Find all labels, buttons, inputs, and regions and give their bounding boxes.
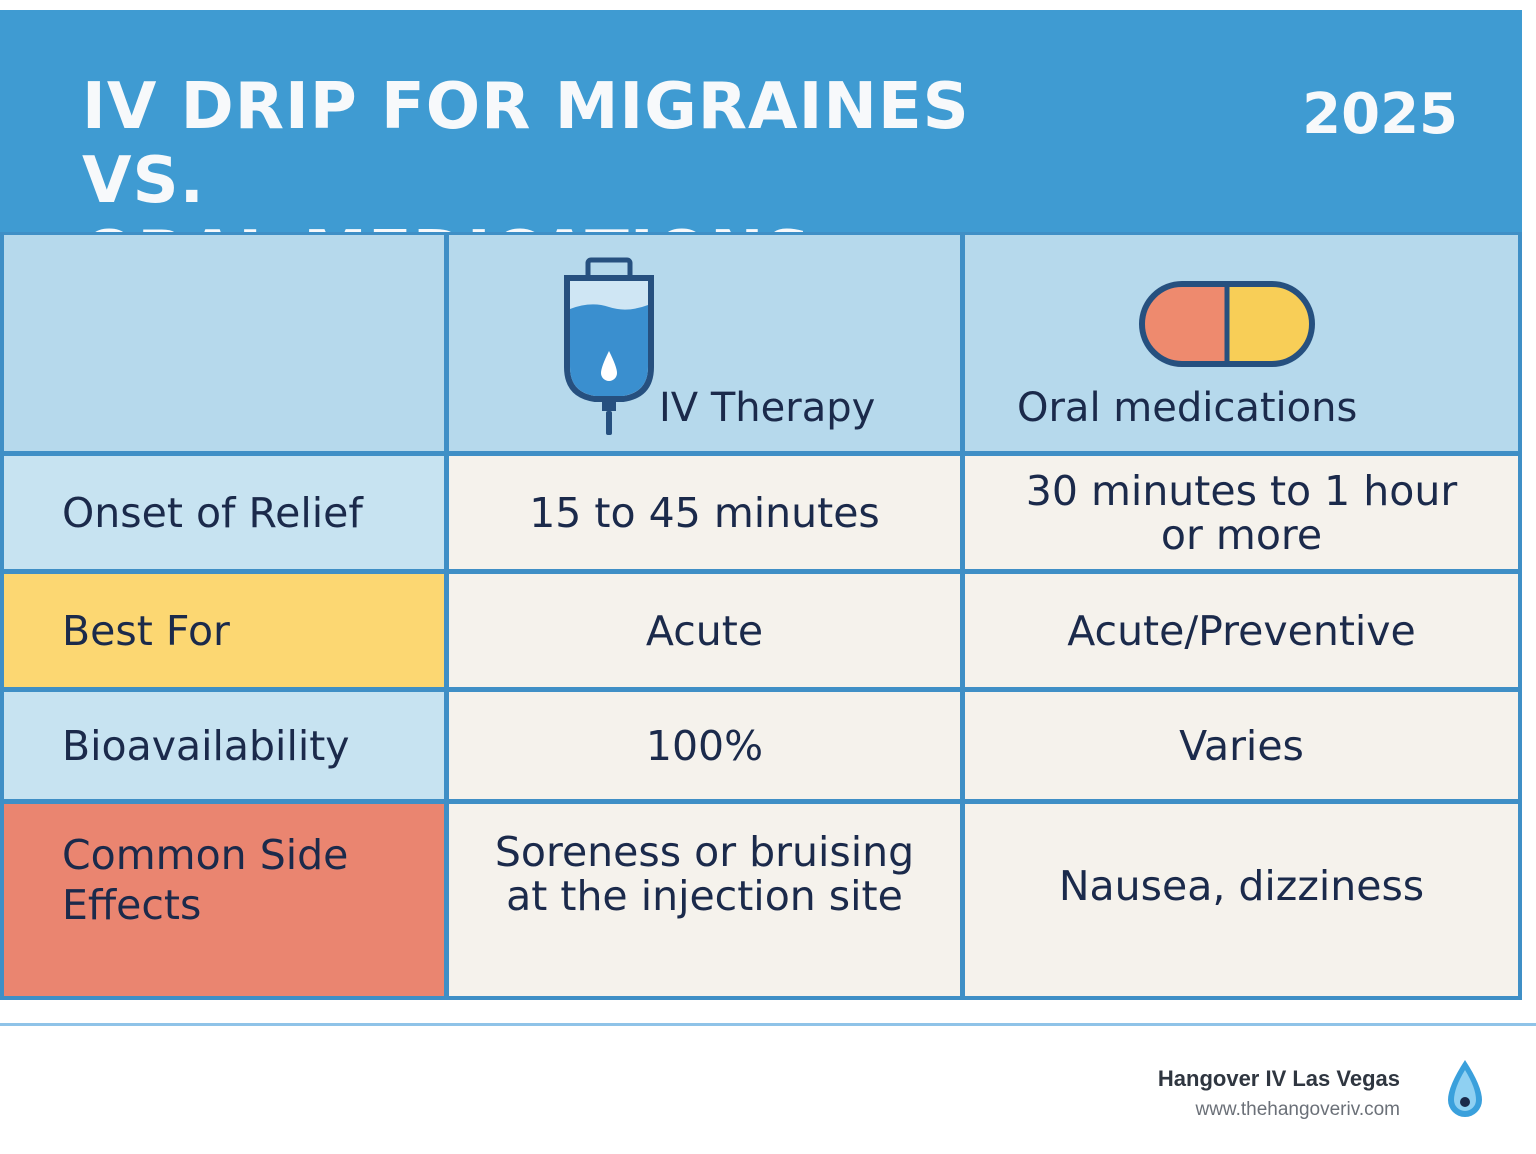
comparison-table: IV Therapy Oral medications Onset of Rel… [0,232,1522,1000]
row-label-side-effects: Common Side Effects [4,804,444,996]
brand-url-link[interactable]: www.thehangoveriv.com [1195,1099,1400,1120]
water-drop-icon [1448,1060,1482,1117]
cell-best-for-oral: Acute/Preventive [965,574,1518,687]
row-label-onset: Onset of Relief [4,456,444,569]
year-label: 2025 [1302,82,1458,147]
cell-onset-oral-line-1: 30 minutes to 1 hour [1025,466,1458,515]
cell-onset-oral: 30 minutes to 1 hour or more [965,456,1518,569]
header-banner: IV DRIP FOR MIGRAINES VS. ORAL MEDICATIO… [0,10,1522,292]
row-label-bioavailability: Bioavailability [4,692,444,799]
iv-bag-icon [564,257,654,435]
column-header-iv: IV Therapy [659,385,876,431]
cell-bioavailability-iv: 100% [449,692,960,799]
row-label-best-for: Best For [4,574,444,687]
cell-side-effects-iv-line-2: at the injection site [506,872,903,920]
brand-name[interactable]: Hangover IV Las Vegas [1157,1066,1400,1091]
cell-side-effects-oral: Nausea, dizziness [965,804,1518,996]
column-header-oral: Oral medications [1017,385,1358,431]
footer-divider [0,1023,1536,1026]
header-cell-iv: IV Therapy [449,235,960,451]
cell-side-effects-iv-line-1: Soreness or bruising [494,828,915,876]
header-empty-cell [4,235,444,451]
pill-capsule-icon [1139,281,1315,367]
title-line-1: IV DRIP FOR MIGRAINES VS. [82,70,970,218]
cell-best-for-iv: Acute [449,574,960,687]
header-cell-oral: Oral medications [965,235,1518,451]
cell-onset-iv: 15 to 45 minutes [449,456,960,569]
cell-onset-oral-line-2: or more [1160,510,1323,559]
cell-bioavailability-oral: Varies [965,692,1518,799]
row-label-side-effects-line-2: Effects [62,881,202,929]
cell-side-effects-iv: Soreness or bruising at the injection si… [449,804,960,996]
row-label-side-effects-line-1: Common Side [62,831,349,879]
